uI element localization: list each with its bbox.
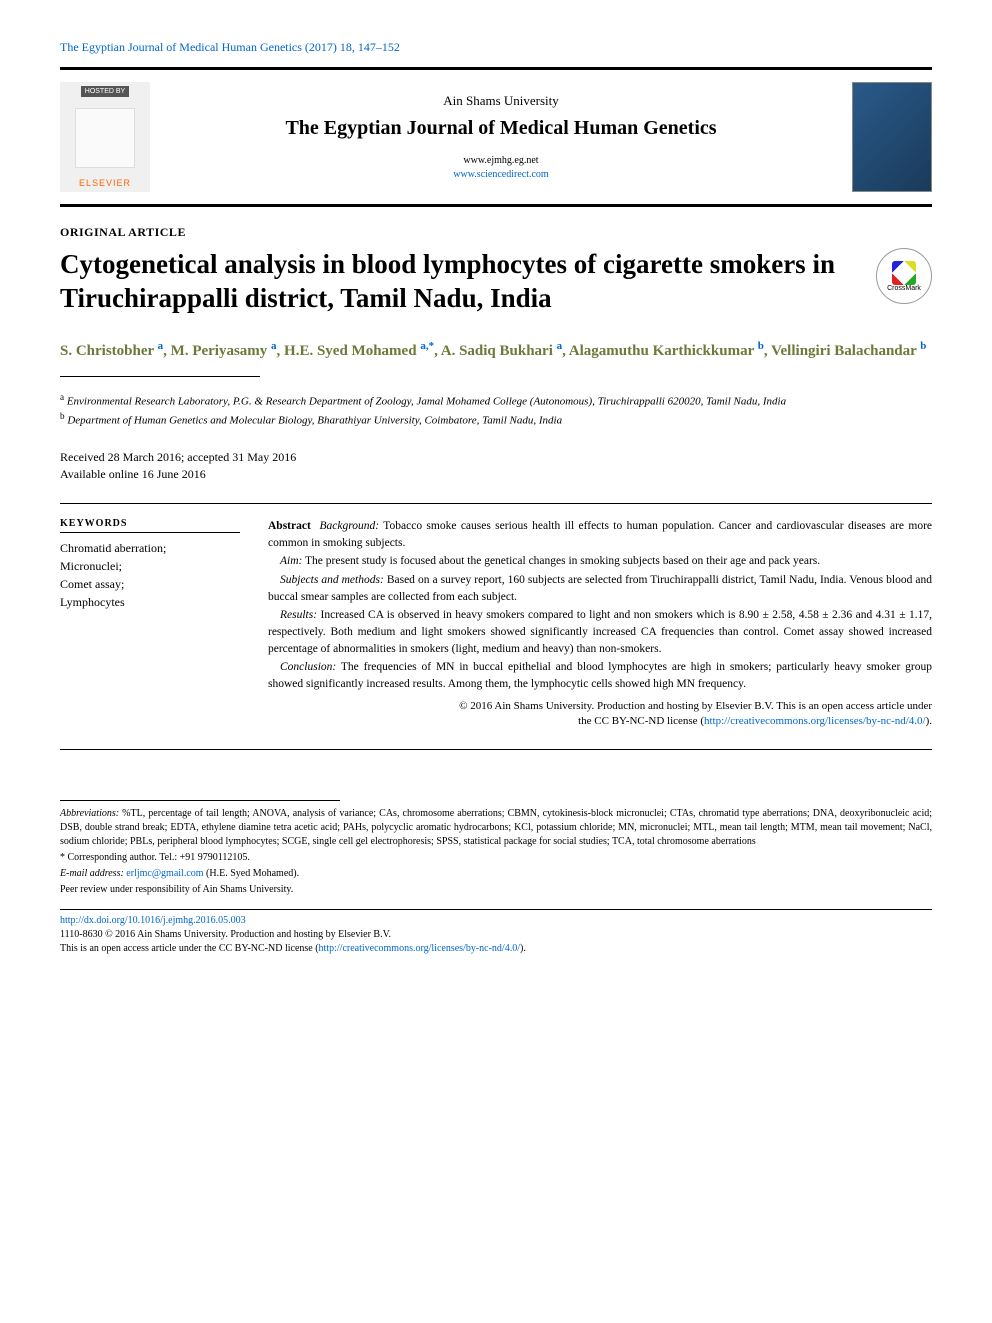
citation: The Egyptian Journal of Medical Human Ge… (60, 40, 932, 55)
keywords-column: KEYWORDS Chromatid aberration;Micronucle… (60, 518, 240, 730)
crossmark-badge[interactable]: CrossMark (876, 248, 932, 304)
affiliation-a: a Environmental Research Laboratory, P.G… (60, 391, 932, 410)
keywords-list: Chromatid aberration;Micronuclei;Comet a… (60, 539, 240, 611)
divider (60, 800, 340, 801)
journal-title: The Egyptian Journal of Medical Human Ge… (168, 117, 834, 140)
email-link[interactable]: erljmc@gmail.com (126, 868, 203, 879)
divider (60, 749, 932, 750)
license-line: This is an open access article under the… (60, 942, 932, 956)
corresponding-author: * Corresponding author. Tel.: +91 979011… (60, 851, 932, 865)
crossmark-icon (892, 261, 916, 285)
online-date: Available online 16 June 2016 (60, 466, 932, 483)
journal-header: HOSTED BY ELSEVIER Ain Shams University … (60, 67, 932, 207)
copyright: © 2016 Ain Shams University. Production … (268, 699, 932, 730)
affiliations: a Environmental Research Laboratory, P.G… (60, 391, 932, 429)
divider (60, 376, 260, 377)
email-line: E-mail address: erljmc@gmail.com (H.E. S… (60, 867, 932, 881)
article-title: Cytogenetical analysis in blood lymphocy… (60, 248, 856, 316)
journal-cover-thumbnail (852, 82, 932, 192)
crossmark-label: CrossMark (887, 285, 921, 292)
footer: Abbreviations: %TL, percentage of tail l… (60, 807, 932, 897)
header-center: Ain Shams University The Egyptian Journa… (168, 93, 834, 182)
issn-block: http://dx.doi.org/10.1016/j.ejmhg.2016.0… (60, 909, 932, 956)
keywords-header: KEYWORDS (60, 518, 240, 533)
divider (60, 503, 932, 504)
peer-review: Peer review under responsibility of Ain … (60, 883, 932, 897)
authors: S. Christobher a, M. Periyasamy a, H.E. … (60, 338, 932, 363)
license-link[interactable]: http://creativecommons.org/licenses/by-n… (319, 943, 520, 954)
elsevier-logo (75, 108, 135, 168)
journal-url-1[interactable]: www.ejmhg.eg.net (168, 154, 834, 168)
received-accepted-date: Received 28 March 2016; accepted 31 May … (60, 449, 932, 466)
license-link[interactable]: http://creativecommons.org/licenses/by-n… (704, 715, 926, 727)
abstract-subjects: Subjects and methods: Based on a survey … (268, 572, 932, 605)
doi-link[interactable]: http://dx.doi.org/10.1016/j.ejmhg.2016.0… (60, 914, 932, 928)
university-name: Ain Shams University (168, 93, 834, 109)
abstract: Abstract Background: Tobacco smoke cause… (268, 518, 932, 730)
journal-urls: www.ejmhg.eg.net www.sciencedirect.com (168, 154, 834, 182)
article-type: ORIGINAL ARTICLE (60, 225, 932, 240)
hosted-by-badge: HOSTED BY ELSEVIER (60, 82, 150, 192)
abstract-results: Results: Increased CA is observed in hea… (268, 607, 932, 657)
hosted-by-label: HOSTED BY (81, 86, 129, 97)
abstract-conclusion: Conclusion: The frequencies of MN in buc… (268, 659, 932, 692)
publisher-name: ELSEVIER (79, 178, 131, 188)
article-dates: Received 28 March 2016; accepted 31 May … (60, 449, 932, 483)
journal-url-2[interactable]: www.sciencedirect.com (168, 168, 834, 182)
abbreviations: Abbreviations: %TL, percentage of tail l… (60, 807, 932, 849)
affiliation-b: b Department of Human Genetics and Molec… (60, 410, 932, 429)
issn-line: 1110-8630 © 2016 Ain Shams University. P… (60, 928, 932, 942)
abstract-background: Abstract Background: Tobacco smoke cause… (268, 518, 932, 551)
abstract-aim: Aim: The present study is focused about … (268, 553, 932, 570)
